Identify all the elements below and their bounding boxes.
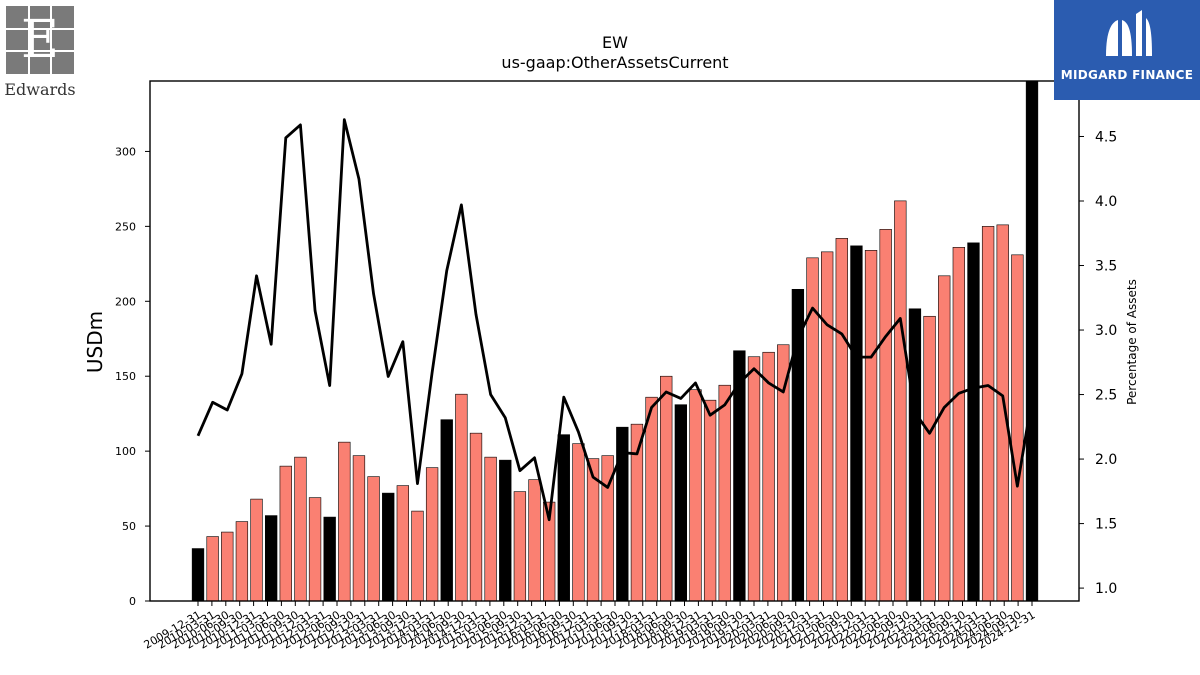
bar (689, 389, 702, 602)
bar (440, 419, 453, 602)
bar (967, 242, 980, 602)
bar (323, 516, 336, 602)
bar (411, 510, 424, 602)
y-tick-label: 250 (115, 220, 136, 233)
y2-axis-label: Percentage of Assets (1125, 279, 1139, 405)
bar (367, 476, 380, 602)
bar (923, 315, 936, 602)
chart-title: EW (602, 33, 628, 52)
percentage-line (196, 118, 1034, 522)
y2-tick-label: 4.5 (1095, 129, 1117, 145)
bar (1011, 254, 1024, 602)
bar (952, 247, 965, 602)
bar (835, 238, 848, 602)
y-axis-label: USDm (83, 311, 107, 373)
bar (469, 432, 483, 602)
edwards-e-mark-icon: E (6, 6, 74, 74)
bar (206, 536, 219, 602)
midgard-finance-text: MIDGARD FINANCE (1060, 68, 1194, 82)
y-tick-label: 100 (115, 445, 136, 458)
y2-tick-label: 4.0 (1095, 194, 1117, 210)
midgard-finance-logo: MIDGARD FINANCE (1054, 0, 1200, 100)
y-tick-label: 0 (129, 595, 136, 608)
bar (879, 229, 892, 602)
edwards-logo: E Edwards (4, 4, 76, 100)
y-tick-label: 200 (115, 295, 136, 308)
bar (484, 456, 497, 602)
bar (821, 251, 834, 602)
bar (455, 393, 468, 602)
bar (938, 275, 951, 602)
bar (908, 308, 922, 602)
bar (557, 434, 570, 602)
bar (352, 455, 366, 602)
bar (718, 384, 731, 602)
bar (762, 351, 775, 602)
bar (338, 441, 351, 602)
y2-tick-label: 1.0 (1095, 581, 1117, 597)
bar (747, 356, 761, 602)
bar (850, 245, 863, 602)
y2-tick-label: 3.5 (1095, 259, 1117, 275)
edwards-logo-letter: E (21, 10, 59, 70)
bar (777, 344, 790, 602)
bar (894, 200, 907, 602)
bar (528, 479, 541, 602)
bar (660, 375, 673, 602)
y-tick-label: 150 (115, 370, 136, 383)
bar (279, 465, 292, 602)
y2-tick-label: 2.0 (1095, 452, 1117, 468)
y-tick-label: 300 (115, 145, 136, 158)
edwards-logo-text: Edwards (4, 80, 76, 99)
bar (703, 399, 717, 602)
bar (572, 443, 585, 602)
bar (235, 521, 249, 602)
y2-tick-label: 2.5 (1095, 388, 1117, 404)
y2-tick-label: 1.5 (1095, 517, 1117, 533)
bar (265, 515, 278, 602)
bar (1025, 80, 1039, 602)
bar (396, 485, 409, 602)
y-tick-label: 50 (122, 520, 136, 533)
midgard-mark-icon (1106, 10, 1152, 56)
bar (499, 459, 512, 602)
bar (250, 498, 263, 602)
bar (674, 404, 687, 602)
bar (425, 467, 439, 602)
chart-subtitle: us-gaap:OtherAssetsCurrent (501, 53, 728, 72)
bar (981, 226, 995, 602)
y2-tick-label: 3.0 (1095, 323, 1117, 339)
bar (308, 497, 322, 602)
bar (294, 456, 307, 602)
bar (191, 548, 205, 602)
bar (221, 531, 234, 602)
bar (645, 396, 658, 602)
bar (513, 491, 527, 602)
bar (382, 492, 395, 602)
bar (864, 250, 878, 602)
